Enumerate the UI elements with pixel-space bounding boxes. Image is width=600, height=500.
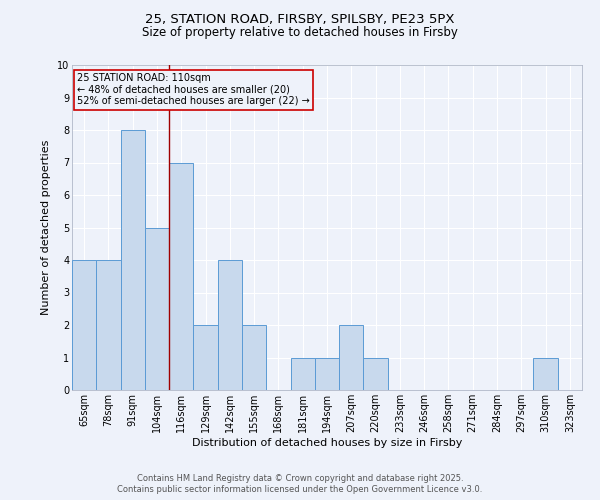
Y-axis label: Number of detached properties: Number of detached properties	[41, 140, 52, 315]
Bar	[193, 325, 218, 390]
Bar	[169, 162, 193, 390]
Bar	[72, 260, 96, 390]
Bar	[121, 130, 145, 390]
Text: Contains HM Land Registry data © Crown copyright and database right 2025.
Contai: Contains HM Land Registry data © Crown c…	[118, 474, 482, 494]
Text: Size of property relative to detached houses in Firsby: Size of property relative to detached ho…	[142, 26, 458, 39]
Bar	[364, 358, 388, 390]
Bar	[218, 260, 242, 390]
Bar	[339, 325, 364, 390]
X-axis label: Distribution of detached houses by size in Firsby: Distribution of detached houses by size …	[192, 438, 462, 448]
Text: 25 STATION ROAD: 110sqm
← 48% of detached houses are smaller (20)
52% of semi-de: 25 STATION ROAD: 110sqm ← 48% of detache…	[77, 73, 310, 106]
Bar	[242, 325, 266, 390]
Bar	[533, 358, 558, 390]
Text: 25, STATION ROAD, FIRSBY, SPILSBY, PE23 5PX: 25, STATION ROAD, FIRSBY, SPILSBY, PE23 …	[145, 12, 455, 26]
Bar	[290, 358, 315, 390]
Bar	[315, 358, 339, 390]
Bar	[96, 260, 121, 390]
Bar	[145, 228, 169, 390]
